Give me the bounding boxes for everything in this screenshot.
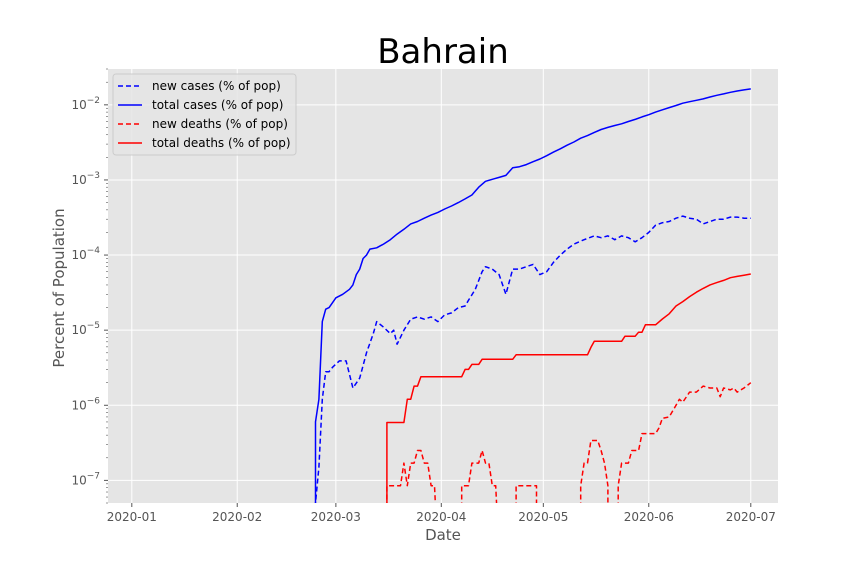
y-tick-exponent: −6 (87, 396, 101, 406)
y-tick-label: 10−4 (71, 246, 100, 262)
series-line-new-cases (314, 215, 751, 503)
y-tick-base: 10 (71, 173, 86, 187)
y-tick-base: 10 (71, 473, 86, 487)
x-tick-label: 2020-04 (416, 510, 466, 524)
y-tick-exponent: −2 (87, 96, 100, 106)
chart-title: Bahrain (377, 32, 509, 72)
legend-label-new-deaths: new deaths (% of pop) (152, 117, 288, 131)
series-line-new-deaths (460, 449, 498, 503)
x-tick-label: 2020-07 (726, 510, 776, 524)
legend-frame (112, 73, 297, 156)
series-line-total-deaths (386, 273, 751, 503)
x-tick-label: 2020-02 (212, 510, 262, 524)
y-tick-label: 10−3 (71, 171, 100, 187)
x-axis-label: Date (425, 526, 461, 544)
y-tick-label: 10−7 (71, 471, 100, 487)
y-axis-ticks: 10−710−610−510−410−310−2 (71, 68, 108, 504)
x-tick-label: 2020-05 (518, 510, 568, 524)
y-tick-label: 10−2 (71, 96, 100, 112)
series-line-new-deaths (515, 484, 538, 503)
legend-label-total-cases: total cases (% of pop) (152, 98, 283, 112)
series-line-new-deaths (579, 439, 609, 503)
x-tick-label: 2020-03 (311, 510, 361, 524)
y-tick-exponent: −7 (87, 471, 100, 481)
y-tick-base: 10 (71, 98, 86, 112)
y-tick-base: 10 (71, 323, 86, 337)
legend-label-new-cases: new cases (% of pop) (152, 79, 281, 93)
series-line-new-deaths (386, 449, 437, 503)
y-tick-base: 10 (71, 398, 86, 412)
y-tick-label: 10−5 (71, 321, 100, 337)
series-line-total-cases (314, 88, 751, 503)
y-tick-exponent: −5 (87, 321, 100, 331)
x-tick-label: 2020-01 (107, 510, 157, 524)
y-tick-label: 10−6 (71, 396, 100, 412)
series-layer (314, 88, 752, 503)
y-tick-exponent: −4 (87, 246, 101, 256)
x-tick-label: 2020-06 (624, 510, 674, 524)
legend-label-total-deaths: total deaths (% of pop) (152, 136, 291, 150)
legend: new cases (% of pop) total cases (% of p… (112, 73, 297, 156)
y-tick-exponent: −3 (87, 171, 100, 181)
y-axis-label: Percent of Population (50, 208, 68, 367)
y-tick-base: 10 (71, 248, 86, 262)
x-axis-ticks: 2020-01 2020-02 2020-03 2020-04 2020-05 2020-… (107, 503, 776, 524)
series-line-new-deaths (617, 382, 752, 503)
